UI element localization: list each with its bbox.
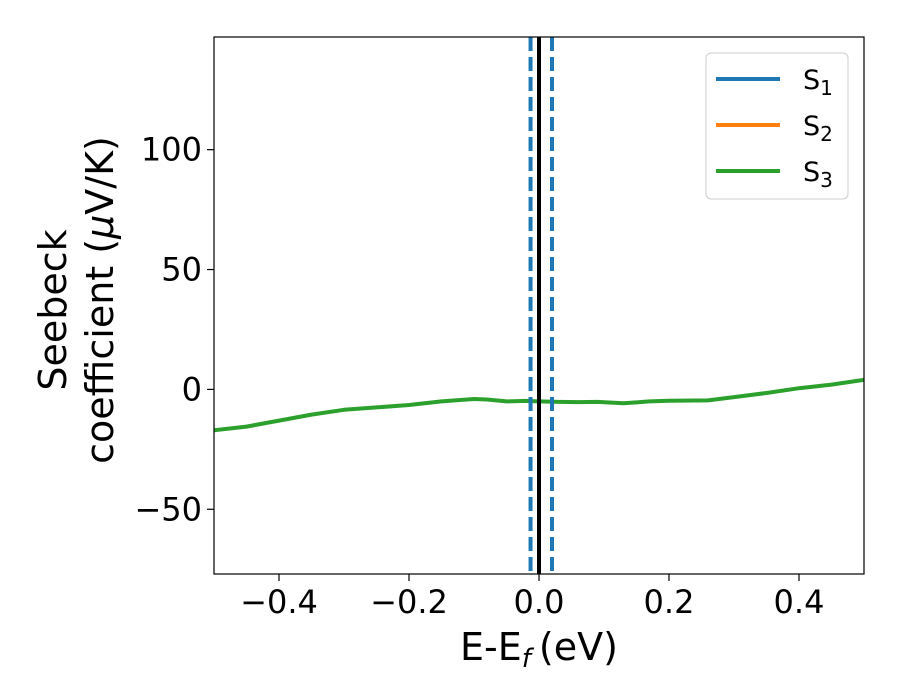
- legend-label-s2: S2: [803, 111, 833, 146]
- legend: S1 S2 S3: [705, 52, 849, 200]
- legend-entry-s2: S2: [716, 111, 833, 146]
- x-tick-label: 0.0: [514, 583, 565, 621]
- x-axis: −0.4 −0.2 0.0 0.2 0.4: [240, 574, 824, 621]
- y-tick-label: 100: [141, 131, 202, 169]
- y-axis: −50 0 50 100: [134, 131, 214, 528]
- x-axis-label-unit: (eV): [539, 625, 618, 669]
- legend-label-s1: S1: [803, 65, 833, 100]
- y-axis-label: Seebeck coefficient (μV/K): [31, 136, 122, 464]
- y-tick-label: 50: [161, 251, 202, 289]
- y-tick-label: −50: [134, 490, 202, 528]
- y-axis-label-line2: coefficient (μV/K): [78, 136, 122, 464]
- x-tick-label: 0.4: [774, 583, 825, 621]
- x-tick-label: 0.2: [644, 583, 695, 621]
- x-axis-label: E-Ef (eV): [460, 625, 618, 674]
- x-axis-label-main: E-E: [460, 625, 522, 669]
- legend-entry-s1: S1: [716, 65, 833, 100]
- legend-label-s3: S3: [803, 157, 833, 192]
- plot-area: [214, 37, 864, 574]
- x-tick-label: −0.2: [370, 583, 448, 621]
- y-tick-label: 0: [182, 370, 202, 408]
- x-tick-label: −0.4: [240, 583, 318, 621]
- y-axis-label-text: coefficient (: [78, 239, 122, 464]
- y-axis-label-mu: μ: [78, 215, 122, 240]
- legend-entry-s3: S3: [716, 157, 833, 192]
- y-axis-label-unit: V/K): [78, 136, 122, 215]
- y-axis-label-line1: Seebeck: [31, 229, 75, 390]
- x-axis-label-subscript: f: [522, 644, 535, 674]
